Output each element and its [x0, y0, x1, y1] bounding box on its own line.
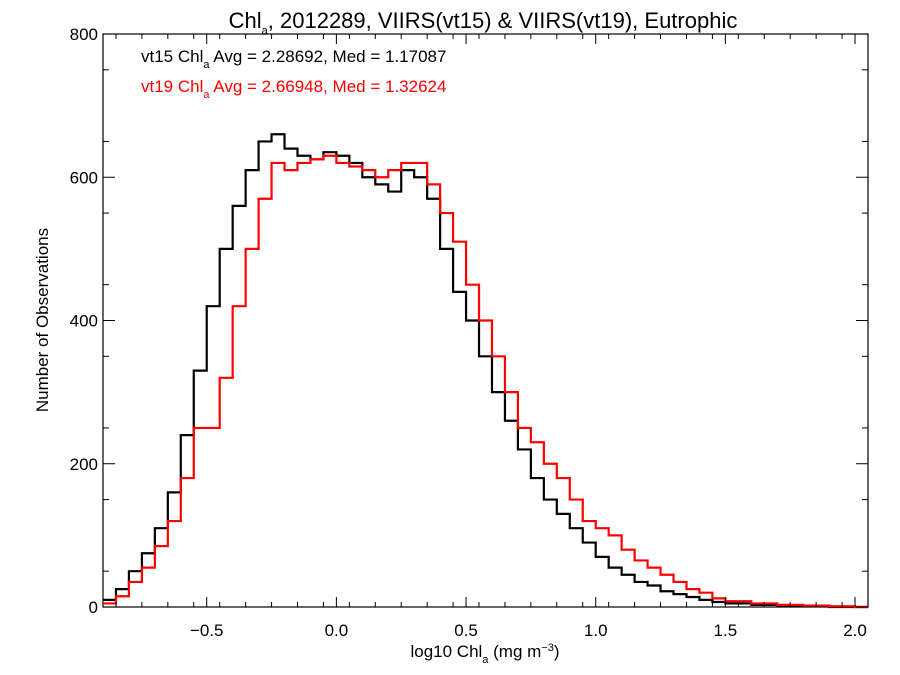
series-layer [103, 133, 868, 609]
y-tick-label: 0 [89, 598, 98, 617]
x-tick-label: 1.0 [584, 621, 608, 640]
series-vt15-line [103, 133, 868, 609]
y-tick-label: 200 [70, 455, 98, 474]
annotation-vt15: vt15 Chla Avg = 2.28692, Med = 1.17087 [141, 47, 446, 71]
x-tick-label: 0.0 [325, 621, 349, 640]
x-axis-label: log10 Chla (mg m−3) [410, 642, 559, 666]
series-vt19-line [103, 154, 868, 609]
chart-title: Chla, 2012289, VIIRS(vt15) & VIIRS(vt19)… [229, 8, 738, 37]
y-axis-label: Number of Observations [33, 228, 52, 412]
y-tick-label: 800 [70, 25, 98, 44]
y-tick-label: 400 [70, 312, 98, 331]
x-tick-label: 1.5 [714, 621, 738, 640]
x-tick-label: 0.5 [454, 621, 478, 640]
x-tick-label: 2.0 [843, 621, 867, 640]
x-tick-label: −0.5 [190, 621, 224, 640]
annotation-vt19: vt19 Chla Avg = 2.66948, Med = 1.32624 [141, 77, 446, 101]
y-tick-label: 600 [70, 168, 98, 187]
tick-layer: −0.5 0.0 0.5 1.0 1.5 2.0 0 200 400 600 800 [70, 25, 868, 640]
